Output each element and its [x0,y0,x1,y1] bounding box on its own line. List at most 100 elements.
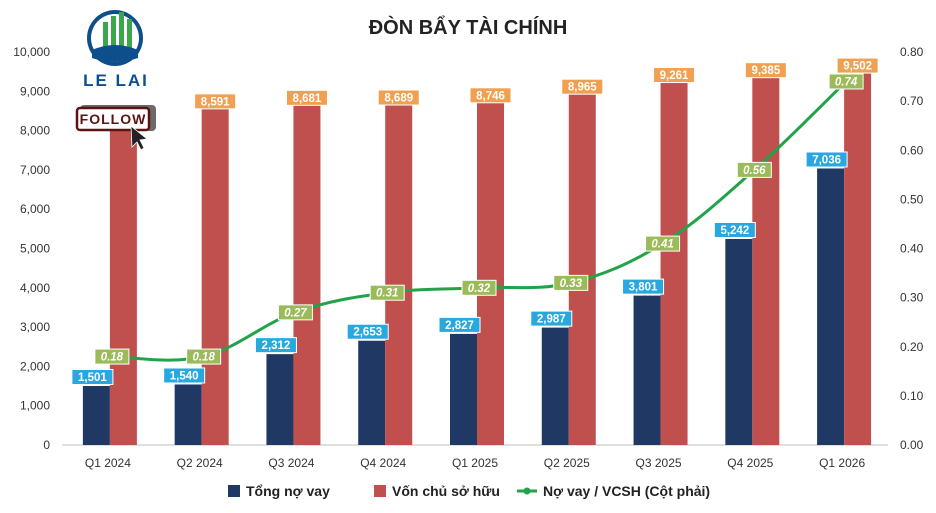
y-right-tick-label: 0.10 [900,389,924,403]
debt-label-bg [71,369,114,386]
equity-bar [385,103,413,445]
debt-bar [725,238,753,445]
equity-label-bg [836,57,879,74]
debt-label-bg [254,337,297,354]
follow-button-face[interactable] [75,106,151,132]
bars [82,71,872,446]
legend-label-ratio: Nợ vay / VCSH (Cột phải) [543,483,710,499]
x-tick-label: Q3 2025 [636,456,682,470]
debt-label-bg [622,278,665,295]
le-lai-logo: LE LAI [83,10,149,90]
equity-label: 8,689 [384,93,413,105]
y-right-tick-label: 0.30 [900,291,924,305]
follow-button-label[interactable]: FOLLOW [80,111,147,127]
y-left-tick-label: 8,000 [20,124,50,138]
y-left-tick-label: 2,000 [20,359,50,373]
legend-swatch-debt [228,485,240,497]
equity-bar [201,107,229,445]
debt-label: 1,501 [78,372,107,384]
ratio-label-bg [461,279,497,296]
y-left-tick-label: 9,000 [20,84,50,98]
y-left-tick-label: 3,000 [20,320,50,334]
legend-label-debt: Tổng nợ vay [246,483,330,499]
y-left-tick-label: 1,000 [20,399,50,413]
logo-bar-2 [111,16,116,48]
equity-bar [844,71,872,445]
ratio-label: 0.18 [101,352,124,364]
equity-label-bg [377,89,420,106]
ratio-label: 0.33 [560,278,583,290]
logo-bar-1 [103,22,108,48]
equity-bar [660,81,688,446]
x-tick-label: Q2 2024 [177,456,223,470]
y-axis-right: 0.00 0.10 0.20 0.30 0.40 0.50 0.60 0.70 0.80 [900,45,924,452]
ratio-label-bg [553,274,589,291]
equity-bar [752,76,780,446]
equity-label: 9,385 [751,65,780,77]
chart-title: ĐÒN BẨY TÀI CHÍNH [369,15,568,39]
equity-label-bg [561,78,604,95]
debt-label: 2,653 [353,327,382,339]
ratio-label-bg [828,73,864,90]
y-left-tick-label: 7,000 [20,163,50,177]
equity-label: 9,502 [843,61,872,73]
equity-label-bg [469,87,512,104]
y-left-tick-label: 4,000 [20,281,50,295]
x-axis: Q1 2024 Q2 2024 Q3 2024 Q4 2024 Q1 2025 Q2 20… [62,444,888,470]
cursor-icon [130,125,148,151]
legend-label-equity: Vốn chủ sở hữu [392,483,500,499]
y-axis-left: 0 1,000 2,000 3,000 4,000 5,000 6,000 7,000 8,00… [13,45,50,452]
debt-bar [633,295,661,445]
ratio-label: 0.27 [284,307,307,319]
y-right-tick-label: 0.80 [900,45,924,59]
data-labels: 1,501 1,540 8,591 2,312 8,681 2,653 8,689 2,827… [71,57,879,386]
equity-label: 8,746 [476,90,505,102]
ratio-label-bg [645,235,681,252]
equity-bar [477,101,504,446]
debt-bar [541,327,569,445]
debt-label-bg [438,316,481,333]
debt-bar [817,168,845,445]
equity-label-bg [653,67,696,84]
ratio-label: 0.18 [192,352,215,364]
equity-label: 8,681 [293,93,322,105]
debt-label: 1,540 [170,370,199,382]
debt-label: 2,827 [445,320,474,332]
legend-swatch-equity [374,485,386,497]
equity-bar [568,92,596,445]
follow-button[interactable]: FOLLOW [75,105,156,151]
ratio-label-bg [186,348,222,365]
logo-wave [92,45,138,62]
equity-label: 8,591 [201,96,230,108]
legend-swatch-ratio-dot [523,487,531,495]
equity-bar [293,103,321,445]
ratio-label: 0.32 [468,283,491,295]
ratio-label-bg [369,284,405,301]
debt-label: 2,312 [262,340,291,352]
debt-bar [358,340,386,445]
equity-label-bg [285,89,328,106]
ratio-label: 0.74 [835,76,858,88]
debt-label-bg [805,151,848,168]
y-left-tick-label: 5,000 [20,242,50,256]
debt-label: 7,036 [812,154,841,166]
y-right-tick-label: 0.00 [900,438,924,452]
ratio-label-bg [94,348,130,365]
ratio-label: 0.41 [651,239,673,251]
equity-label: 8,965 [568,82,597,94]
debt-label: 3,801 [629,282,658,294]
x-tick-label: Q2 2025 [544,456,590,470]
x-tick-label: Q4 2025 [727,456,773,470]
x-tick-label: Q4 2024 [360,456,406,470]
y-left-tick-label: 0 [43,438,50,452]
logo-bar-4 [127,19,132,48]
ratio-label-bg [736,161,772,178]
legend: Tổng nợ vay Vốn chủ sở hữu Nợ vay / VCSH (… [228,483,710,499]
logo-text: LE LAI [83,71,149,90]
equity-label: 9,261 [660,70,689,82]
debt-bar [174,384,202,445]
y-left-tick-label: 10,000 [13,45,50,59]
x-tick-label: Q1 2025 [452,456,498,470]
y-right-tick-label: 0.50 [900,192,924,206]
